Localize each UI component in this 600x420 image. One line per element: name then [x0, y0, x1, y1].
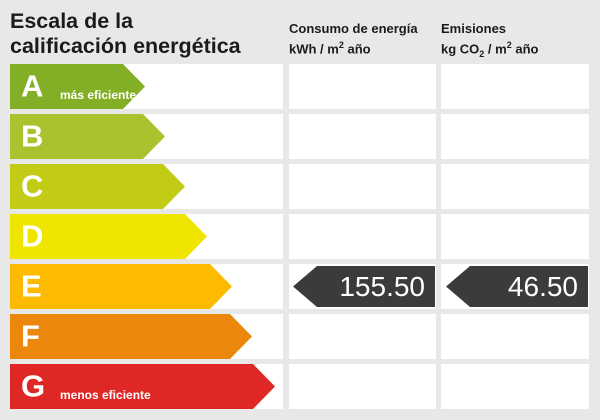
most-efficient-label: más eficiente: [60, 88, 137, 102]
consumption-header-unit: kWh / m2 año: [289, 40, 371, 57]
consumption-value: 155.50: [339, 271, 425, 302]
least-efficient-label: menos eficiente: [60, 388, 151, 402]
emissions-cell-a: [441, 64, 589, 109]
rating-letter-a: A: [21, 67, 44, 103]
scale-row-g: G menos eficiente: [10, 364, 283, 409]
emissions-column-header: Emisiones kg CO2 / m2 año: [441, 21, 589, 62]
consumption-cell-d: [289, 214, 436, 259]
consumption-header-title: Consumo de energía: [289, 21, 418, 36]
rating-letter-g: G: [21, 367, 46, 403]
rating-arrow-c: C: [10, 164, 185, 209]
emissions-header-unit: kg CO2 / m2 año: [441, 40, 539, 59]
rating-arrow-g: G menos eficiente: [10, 364, 275, 409]
rating-letter-b: B: [21, 117, 44, 153]
emissions-cell-d: [441, 214, 589, 259]
emissions-header-title: Emisiones: [441, 21, 507, 36]
rating-letter-f: F: [21, 317, 40, 353]
page-title-line1: Escala de la: [10, 9, 134, 33]
page-title: Escala de la calificación energética: [10, 9, 241, 59]
rating-letter-e: E: [21, 267, 42, 303]
emissions-value: 46.50: [507, 271, 578, 302]
rating-arrow-d: D: [10, 214, 207, 259]
emissions-cell-g: [441, 364, 589, 409]
emissions-cell-f: [441, 314, 589, 359]
rating-arrow-f: F: [10, 314, 252, 359]
consumption-cell-e: 155.50: [289, 264, 436, 309]
consumption-cell-g: [289, 364, 436, 409]
rating-letter-d: D: [21, 217, 44, 253]
consumption-column-header: Consumo de energía kWh / m2 año: [289, 21, 436, 57]
rating-arrow-e: E: [10, 264, 232, 309]
emissions-cell-b: [441, 114, 589, 159]
scale-row-a: A más eficiente: [10, 64, 283, 109]
emissions-cell-e: 46.50: [441, 264, 589, 309]
scale-row-d: D: [10, 214, 283, 259]
rating-arrow-a: A más eficiente: [10, 64, 145, 109]
consumption-cell-b: [289, 114, 436, 159]
emissions-value-arrow: 46.50: [446, 266, 588, 307]
scale-row-e: E: [10, 264, 283, 309]
scale-row-c: C: [10, 164, 283, 209]
consumption-cell-f: [289, 314, 436, 359]
page-title-line2: calificación energética: [10, 34, 241, 58]
consumption-cell-a: [289, 64, 436, 109]
scale-row-b: B: [10, 114, 283, 159]
scale-row-f: F: [10, 314, 283, 359]
consumption-cell-c: [289, 164, 436, 209]
emissions-cell-c: [441, 164, 589, 209]
rating-arrow-b: B: [10, 114, 165, 159]
rating-letter-c: C: [21, 167, 44, 203]
consumption-value-arrow: 155.50: [293, 266, 435, 307]
